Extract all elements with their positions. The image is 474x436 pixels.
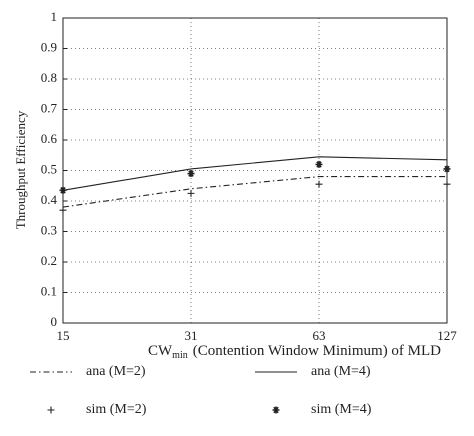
x-axis-title-main: CW bbox=[148, 343, 173, 359]
x-tick-label: 15 bbox=[57, 328, 70, 343]
legend-marker bbox=[272, 406, 280, 414]
data-marker bbox=[187, 189, 195, 197]
data-marker bbox=[59, 186, 67, 194]
y-tick-label: 0 bbox=[51, 314, 58, 329]
y-tick-label: 0.2 bbox=[41, 253, 57, 268]
data-marker bbox=[315, 160, 323, 168]
legend-label: sim (M=2) bbox=[86, 402, 147, 417]
y-tick-label: 0.6 bbox=[41, 131, 58, 146]
y-tick-label: 0.4 bbox=[41, 192, 58, 207]
x-axis-title-sub: min bbox=[172, 350, 188, 361]
data-marker bbox=[187, 170, 195, 178]
data-marker bbox=[59, 206, 67, 214]
y-tick-label: 0.5 bbox=[41, 161, 57, 176]
data-marker bbox=[443, 180, 451, 188]
x-tick-label: 127 bbox=[437, 328, 457, 343]
legend-marker bbox=[47, 406, 55, 414]
x-axis-title: CWmin (Contention Window Minimum) of MLD bbox=[148, 343, 441, 361]
y-tick-label: 0.9 bbox=[41, 39, 57, 54]
data-marker bbox=[315, 180, 323, 188]
y-tick-label: 0.3 bbox=[41, 222, 57, 237]
x-tick-label: 63 bbox=[313, 328, 326, 343]
data-marker bbox=[443, 165, 451, 173]
y-tick-label: 0.1 bbox=[41, 283, 57, 298]
legend-label: ana (M=2) bbox=[86, 364, 146, 379]
y-tick-label: 1 bbox=[51, 9, 58, 24]
x-tick-label: 31 bbox=[185, 328, 198, 343]
x-axis-title-rest: (Contention Window Minimum) of MLD bbox=[193, 343, 441, 359]
y-axis-title: Throughput Efficiency bbox=[13, 110, 28, 229]
series-line bbox=[62, 156, 448, 191]
series-line bbox=[62, 176, 447, 208]
y-tick-label: 0.7 bbox=[41, 100, 58, 115]
y-tick-label: 0.8 bbox=[41, 70, 57, 85]
legend-label: sim (M=4) bbox=[311, 402, 372, 417]
legend-label: ana (M=4) bbox=[311, 364, 371, 379]
